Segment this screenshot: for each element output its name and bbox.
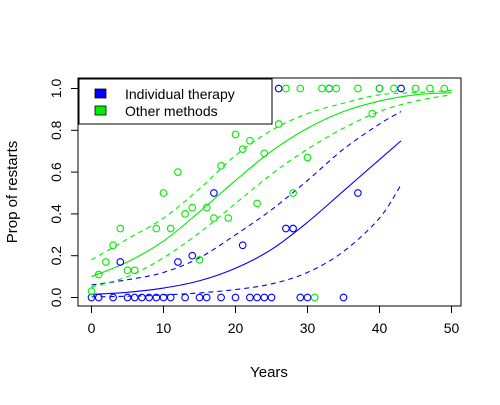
x-tick-label: 20 [228, 320, 244, 336]
x-tick-label: 50 [444, 320, 460, 336]
legend-swatch-other [95, 106, 106, 115]
y-tick-label: 0.8 [48, 120, 64, 140]
legend-swatch-individual [95, 89, 106, 98]
x-tick-label: 40 [372, 320, 388, 336]
y-axis-title: Prop of restarts [4, 141, 21, 244]
x-tick-label: 30 [300, 320, 316, 336]
y-tick-label: 1.0 [48, 79, 64, 99]
x-tick-label: 10 [156, 320, 172, 336]
y-tick-label: 0.4 [48, 204, 64, 224]
y-tick-label: 0.2 [48, 246, 64, 266]
x-axis-title: Years [250, 364, 288, 381]
y-tick-label: 0.0 [48, 288, 64, 308]
x-tick-label: 0 [88, 320, 96, 336]
legend-label-other: Other methods [125, 103, 218, 119]
legend: Individual therapy Other methods [79, 79, 272, 124]
legend-label-individual: Individual therapy [125, 86, 235, 102]
y-tick-label: 0.6 [48, 162, 64, 182]
